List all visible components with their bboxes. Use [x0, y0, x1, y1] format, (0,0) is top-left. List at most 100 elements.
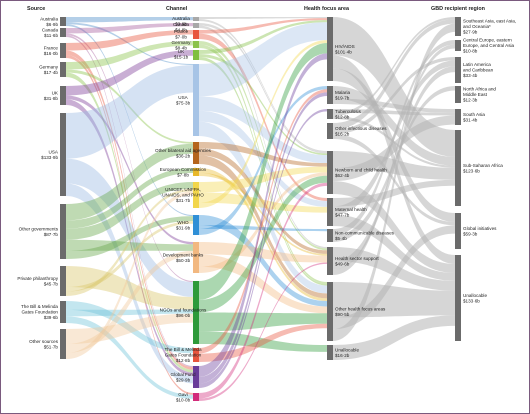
source-node-other-sources[interactable] — [60, 329, 66, 359]
channel-node-ch-australia[interactable] — [193, 17, 199, 21]
focus-label-malaria-name: Malaria — [335, 90, 351, 95]
channel-label-ch-ngos-name: NGOs and foundations — [160, 307, 207, 312]
flow-malaria-to-south-asia — [333, 98, 455, 113]
focus-node-newborn[interactable] — [327, 151, 333, 194]
region-label-se-asia-name-1: and Oceania* — [463, 24, 491, 29]
source-label-usa-name: USA — [49, 149, 59, 154]
channel-label-ch-devbanks-name: Development banks — [163, 252, 204, 257]
focus-node-maternal[interactable] — [327, 198, 333, 226]
focus-node-malaria[interactable] — [327, 86, 333, 104]
flow-australia-to-ch-australia — [66, 17, 193, 23]
focus-node-hss[interactable] — [327, 247, 333, 275]
source-label-other-sources-value: $51·7b — [44, 344, 59, 349]
region-label-north-africa-name: North Africa and — [463, 87, 496, 92]
flow-france-to-ch-gavi — [66, 55, 193, 395]
channel-node-ch-canada[interactable] — [193, 23, 199, 28]
channel-node-ch-usa[interactable] — [193, 64, 199, 136]
source-node-usa[interactable] — [60, 113, 66, 196]
flow-ch-usa-to-maternal — [199, 110, 327, 207]
flow-other-sources-to-ch-unicef — [66, 191, 193, 359]
flow-ch-uk-to-other-focus — [199, 57, 327, 286]
flow-usa-to-ch-globalfund — [66, 183, 193, 384]
flow-ch-australia-to-newborn — [199, 19, 327, 153]
source-label-private-philanthropy-value: $45·7b — [44, 281, 59, 286]
focus-node-hiv[interactable] — [327, 17, 333, 81]
channel-node-ch-who[interactable] — [193, 215, 199, 235]
channel-node-ch-uk[interactable] — [193, 50, 199, 60]
focus-label-other-focus-value: $90·5b — [335, 312, 350, 317]
focus-label-ncd-value: $5·4b — [335, 236, 347, 241]
flow-ch-australia-to-hiv — [199, 17, 327, 19]
flow-ch-uk-to-newborn — [199, 54, 327, 156]
channel-node-ch-ec[interactable] — [193, 168, 199, 176]
source-node-other-governments[interactable] — [60, 204, 66, 259]
flow-ch-unicef-to-maternal — [199, 192, 327, 213]
region-node-north-africa[interactable] — [455, 86, 461, 103]
header-channel: Channel — [166, 6, 188, 12]
focus-node-other-infectious[interactable] — [327, 123, 333, 139]
region-label-unallocable-region-name: Unallocable — [463, 293, 487, 298]
channel-label-ch-germany-name: Germany — [172, 40, 192, 45]
channel-node-ch-ngos[interactable] — [193, 281, 199, 344]
channel-node-ch-gates[interactable] — [193, 348, 199, 362]
flow-germany-to-ch-germany — [66, 41, 193, 70]
flow-australia-to-ch-who — [66, 24, 193, 217]
flow-ch-bilateral-to-hss — [199, 148, 327, 254]
focus-node-unallocable-focus[interactable] — [327, 345, 333, 360]
focus-node-tb[interactable] — [327, 109, 333, 119]
flow-germany-to-ch-bilateral — [66, 69, 193, 144]
flow-other-focus-to-se-asia — [333, 23, 455, 342]
channel-node-ch-france[interactable] — [193, 30, 199, 39]
flow-maternal-to-ssa — [333, 179, 455, 207]
source-label-gates-foundation-value: $39·6b — [44, 315, 59, 320]
flow-ch-bilateral-to-newborn — [199, 142, 327, 167]
flow-hss-to-unallocable-region — [333, 247, 455, 291]
flow-ch-canada-to-hss — [199, 25, 327, 249]
flow-ch-globalfund-to-tb — [199, 109, 327, 388]
source-node-private-philanthropy[interactable] — [60, 266, 66, 296]
region-label-global-name: Global initiatives — [463, 226, 497, 231]
region-node-central-europe[interactable] — [455, 40, 461, 51]
source-node-canada[interactable] — [60, 28, 66, 37]
channel-label-ch-devbanks-value: $50·3b — [176, 258, 191, 263]
channel-label-ch-unicef-name-1: UNAIDS, and PAHO — [162, 193, 204, 198]
flow-hss-to-central-europe — [333, 44, 455, 275]
channel-node-ch-germany[interactable] — [193, 41, 199, 48]
channel-node-ch-bilateral[interactable] — [193, 142, 199, 164]
source-label-gates-foundation-name: The Bill & Melinda — [21, 304, 58, 309]
flow-ch-canada-to-newborn — [199, 23, 327, 154]
source-node-gates-foundation[interactable] — [60, 301, 66, 323]
source-node-uk[interactable] — [60, 86, 66, 105]
channel-node-ch-unicef[interactable] — [193, 182, 199, 208]
region-node-south-asia[interactable] — [455, 109, 461, 125]
region-node-se-asia[interactable] — [455, 17, 461, 36]
flow-other-governments-to-ch-bilateral — [66, 143, 193, 221]
focus-label-hss-name: Health sector support — [335, 256, 379, 261]
region-node-global[interactable] — [455, 213, 461, 249]
channel-label-ch-gates-value: $12·8b — [176, 358, 191, 363]
flow-private-philanthropy-to-ch-who — [66, 221, 193, 292]
focus-node-ncd[interactable] — [327, 229, 333, 242]
flow-ch-globalfund-to-hiv — [199, 53, 327, 377]
source-node-australia[interactable] — [60, 17, 66, 26]
channel-node-ch-devbanks[interactable] — [193, 242, 199, 273]
region-node-unallocable-region[interactable] — [455, 255, 461, 341]
flow-ch-gates-to-malaria — [199, 89, 327, 354]
region-node-latin-america[interactable] — [455, 57, 461, 83]
flow-maternal-to-unallocable-region — [333, 214, 455, 281]
channel-node-ch-globalfund[interactable] — [193, 366, 199, 388]
source-label-uk-value: $31·8b — [44, 96, 59, 101]
channel-node-ch-gavi[interactable] — [193, 393, 199, 401]
focus-label-newborn-value: $62·4b — [335, 173, 350, 178]
source-node-germany[interactable] — [60, 62, 66, 77]
flow-ch-gates-to-other-focus — [199, 323, 327, 362]
region-node-ssa[interactable] — [455, 130, 461, 206]
focus-label-maternal-name: Maternal health — [335, 207, 367, 212]
focus-node-other-focus[interactable] — [327, 282, 333, 341]
flow-ch-bilateral-to-other-focus — [199, 155, 327, 299]
flow-ch-unicef-to-newborn — [199, 166, 327, 193]
channel-label-ch-france-name: France — [174, 29, 189, 34]
header-source: Source — [27, 6, 45, 12]
source-node-france[interactable] — [60, 43, 66, 58]
